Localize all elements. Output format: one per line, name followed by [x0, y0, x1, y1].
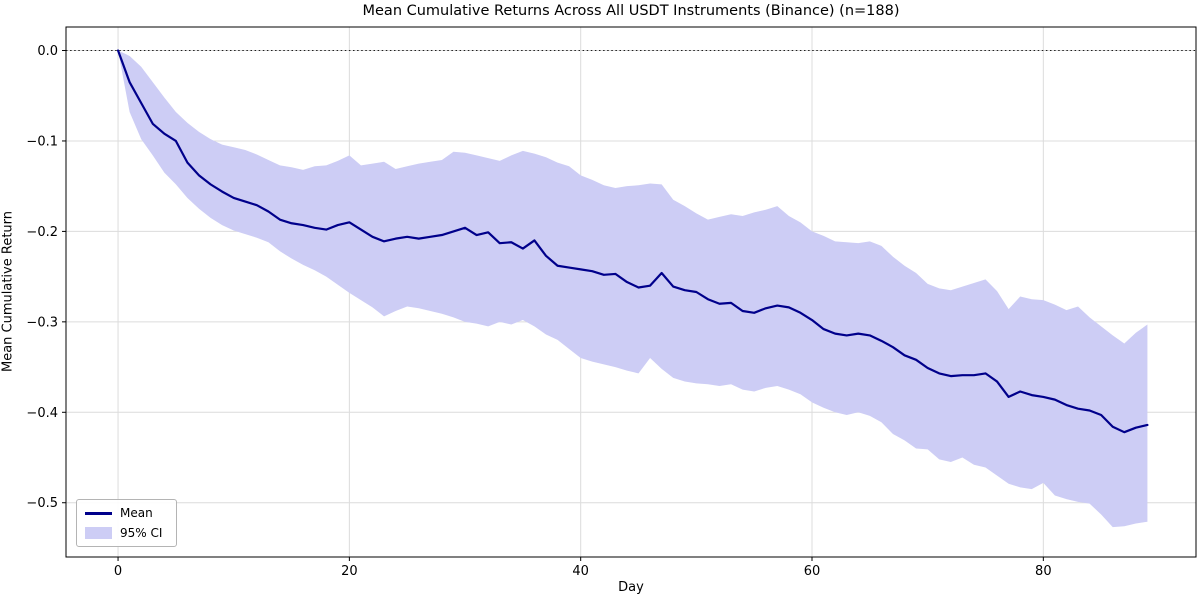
chart-title: Mean Cumulative Returns Across All USDT … — [362, 3, 900, 19]
y-tick-label-4: −0.4 — [26, 406, 58, 421]
y-tick-label-0: 0.0 — [37, 44, 58, 59]
legend-entry-mean: Mean — [85, 506, 167, 520]
x-tick-label-4: 80 — [1035, 564, 1052, 579]
y-tick-label-1: −0.1 — [26, 134, 58, 149]
ci-patch-swatch — [85, 527, 112, 539]
mean-line-swatch — [85, 511, 112, 515]
legend-entry-ci: 95% CI — [85, 526, 167, 540]
x-tick-label-2: 40 — [572, 564, 589, 579]
x-tick-label-1: 20 — [341, 564, 358, 579]
y-tick-label-2: −0.2 — [26, 225, 58, 240]
legend-label-mean: Mean — [120, 506, 153, 520]
mean-line — [116, 49, 1149, 434]
ci-band — [118, 50, 1148, 528]
y-tick-label-3: −0.3 — [26, 315, 58, 330]
x-tick-label-3: 60 — [804, 564, 821, 579]
x-axis-label: Day — [618, 580, 644, 595]
legend: Mean 95% CI — [76, 499, 177, 547]
x-tick-label-0: 0 — [114, 564, 122, 579]
y-tick-label-5: −0.5 — [26, 496, 58, 511]
axes-frame — [65, 26, 1197, 558]
legend-label-ci: 95% CI — [120, 526, 163, 540]
